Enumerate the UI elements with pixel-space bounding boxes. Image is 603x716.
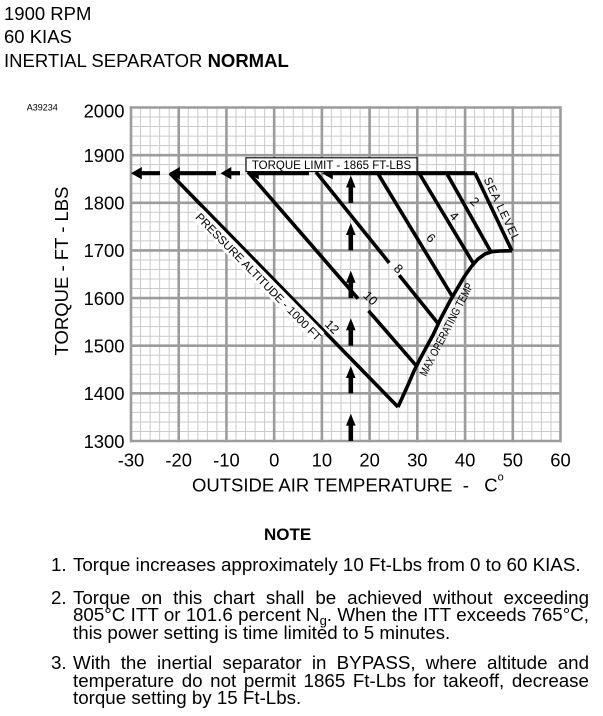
svg-text:30: 30 bbox=[407, 450, 427, 471]
svg-text:60: 60 bbox=[550, 450, 570, 471]
svg-text:-30: -30 bbox=[118, 450, 145, 471]
svg-text:10: 10 bbox=[360, 288, 380, 308]
svg-text:1300: 1300 bbox=[84, 431, 125, 452]
svg-text:0: 0 bbox=[269, 450, 279, 471]
svg-text:TORQUE - FT - LBS: TORQUE - FT - LBS bbox=[51, 187, 72, 356]
svg-text:1900: 1900 bbox=[84, 145, 125, 166]
svg-text:SEA LEVEL: SEA LEVEL bbox=[481, 176, 522, 245]
svg-text:40: 40 bbox=[455, 450, 475, 471]
svg-text:20: 20 bbox=[359, 450, 379, 471]
svg-text:1600: 1600 bbox=[84, 288, 125, 309]
svg-text:2000: 2000 bbox=[84, 101, 125, 122]
svg-text:A39234: A39234 bbox=[27, 103, 58, 113]
svg-text:-20: -20 bbox=[165, 450, 192, 471]
svg-text:1700: 1700 bbox=[84, 240, 125, 261]
svg-text:1800: 1800 bbox=[84, 193, 125, 214]
svg-text:1400: 1400 bbox=[84, 383, 125, 404]
svg-text:-10: -10 bbox=[213, 450, 240, 471]
svg-text:1500: 1500 bbox=[84, 336, 125, 357]
svg-text:10: 10 bbox=[312, 450, 332, 471]
svg-text:50: 50 bbox=[503, 450, 523, 471]
svg-text:TORQUE LIMIT - 1865 FT-LBS: TORQUE LIMIT - 1865 FT-LBS bbox=[252, 160, 412, 172]
svg-text:OUTSIDE AIR TEMPERATURE - C: OUTSIDE AIR TEMPERATURE - Co bbox=[192, 472, 504, 496]
